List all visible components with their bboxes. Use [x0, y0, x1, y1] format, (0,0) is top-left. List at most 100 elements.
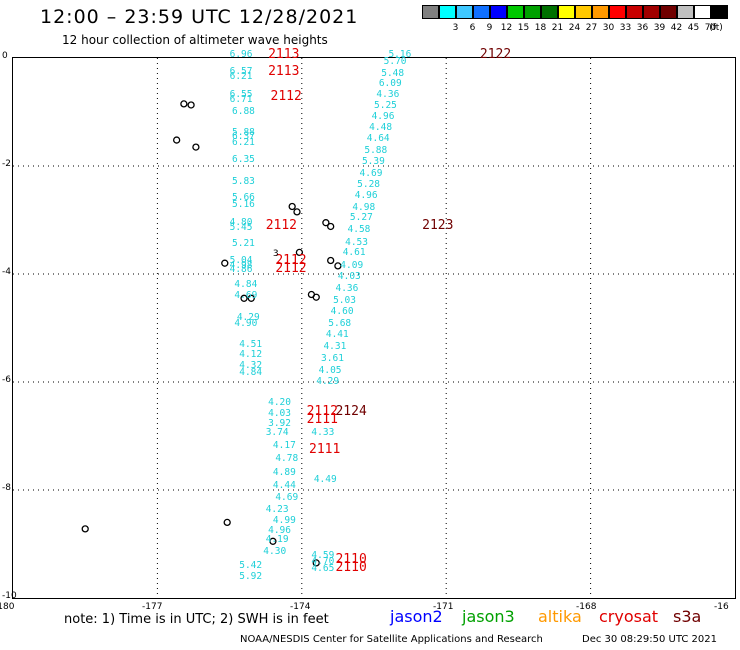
wave-height-value: 3.61 [321, 353, 344, 365]
wave-height-value: 6.88 [232, 106, 255, 117]
wave-height-value: 4.70 [311, 555, 335, 567]
scale-swatch [558, 5, 575, 19]
wave-height-value: 4.49 [313, 474, 337, 486]
scale-label: 24 [568, 23, 581, 33]
map-plot-area[interactable]: 6.96 6.57 6.21 6.55 6.71 6.88 5.88 6.37 6.21 6.35… [12, 47, 736, 599]
legend-cryosat: cryosat [599, 607, 659, 626]
wave-height-value: 4.80 [229, 216, 253, 228]
wave-height-value: 4.96 [354, 189, 378, 201]
scale-label: 9 [486, 23, 493, 33]
x-tick-label: -171 [433, 602, 454, 612]
page-subtitle: 12 hour collection of altimeter wave hei… [62, 33, 328, 47]
island-outline [173, 136, 181, 144]
wave-height-value: 4.61 [342, 247, 366, 259]
wave-height-value: 5.68 [328, 318, 352, 330]
pass-time-label: 2122 [479, 47, 512, 63]
wave-height-value: 5.16 [232, 198, 255, 210]
pass-time-label: 2112 [306, 403, 338, 419]
scale-label: 39 [653, 23, 666, 33]
pass-time-label: 2110 [335, 552, 367, 568]
x-tick-label: -174 [290, 602, 311, 612]
island-outline [180, 100, 188, 108]
wave-height-value: 4.31 [323, 340, 347, 352]
scale-label: 12 [500, 23, 513, 33]
wave-height-value: 5.66 [232, 192, 255, 204]
wave-height-value: 6.57 [229, 65, 253, 77]
pass-time-label: 2124 [335, 403, 367, 419]
island-outline [312, 559, 320, 567]
wave-height-value: 5.83 [232, 176, 255, 188]
scale-swatch [473, 5, 490, 19]
wave-height-value: 6.35 [232, 153, 255, 165]
page-title: 12:00 – 23:59 UTC 12/28/2021 [40, 6, 359, 28]
wave-height-value: 5.25 [374, 99, 397, 111]
scale-swatch [694, 5, 711, 19]
wave-height-value: 5.21 [232, 238, 255, 250]
scale-swatch [439, 5, 456, 19]
wave-height-value: 5.88 [364, 144, 388, 156]
wave-height-value: 5.16 [388, 49, 412, 61]
island-outline [221, 259, 229, 267]
pass-time-label: 2111 [309, 441, 341, 457]
wave-height-value: 6.37 [232, 130, 255, 142]
pass-time-label: 2112 [275, 260, 307, 276]
island-outline [247, 294, 255, 302]
wave-height-value: 6.09 [378, 77, 402, 89]
island-outline [223, 518, 231, 527]
generation-timestamp: Dec 30 08:29:50 UTC 2021 [582, 634, 717, 645]
wave-height-value: 4.05 [318, 365, 342, 377]
scale-label: 36 [636, 23, 649, 33]
wave-height-value: 5.04 [229, 254, 253, 266]
wave-height-value: 4.69 [234, 289, 258, 301]
wave-height-value: 4.19 [265, 534, 289, 546]
scale-label: 18 [534, 23, 547, 33]
wave-height-value: 4.33 [311, 427, 335, 439]
wave-height-value: 6.21 [229, 70, 253, 82]
wave-height-value: 6.55 [229, 88, 253, 100]
wave-height-value: 5.48 [381, 68, 405, 80]
pass-time-label: 2113 [268, 63, 300, 79]
wave-height-value: 4.48 [369, 122, 393, 134]
y-tick-label: 0 [2, 51, 8, 61]
wave-height-value: 4.32 [239, 359, 263, 371]
wave-height-value: 4.36 [335, 283, 359, 295]
wave-height-value: 3.74 [265, 427, 289, 439]
scale-swatch [592, 5, 609, 19]
wave-height-value: 5.39 [361, 156, 385, 168]
wave-height-value: 4.69 [275, 491, 299, 503]
y-tick-label: -2 [2, 159, 11, 169]
wave-height-value: 4.03 [268, 408, 291, 420]
wave-height-value: 3.92 [268, 417, 291, 429]
legend-jason3: jason3 [462, 607, 515, 626]
island-outline [327, 256, 335, 265]
wave-height-value: 4.58 [347, 223, 371, 235]
island-outline [312, 293, 320, 301]
wave-height-value: 4.98 [352, 201, 376, 213]
pass-time-label: 2123 [422, 218, 454, 234]
wave-height-value: 4.69 [359, 168, 383, 180]
wave-height-value: 6.96 [229, 49, 253, 61]
pass-time-label: 2112 [270, 88, 302, 104]
wave-height-value: 5.45 [229, 222, 253, 234]
scale-swatch [643, 5, 660, 19]
scale-label: 33 [619, 23, 632, 33]
island-outline [295, 248, 304, 257]
scale-swatch [626, 5, 643, 19]
wave-height-value: 4.12 [239, 349, 263, 360]
scale-label: 6 [469, 23, 476, 33]
wave-height-value: 4.36 [376, 88, 400, 100]
map-stray-label: 3 [272, 249, 279, 260]
wave-height-value: 4.98 [229, 259, 253, 271]
scale-label: 30 [602, 23, 615, 33]
wave-height-value: 4.41 [325, 329, 349, 341]
wave-height-value: 4.23 [265, 503, 289, 515]
pass-time-label: 2112 [275, 252, 307, 268]
footnote: note: 1) Time is in UTC; 2) SWH is in fe… [64, 612, 329, 627]
scale-swatch [575, 5, 592, 19]
x-tick-label: -177 [142, 602, 163, 612]
wave-height-value: 6.21 [232, 136, 255, 148]
legend-s3a: s3a [673, 607, 702, 626]
wave-height-value: 4.84 [239, 366, 263, 378]
y-tick-label: -8 [2, 483, 11, 493]
scale-swatch [609, 5, 626, 19]
